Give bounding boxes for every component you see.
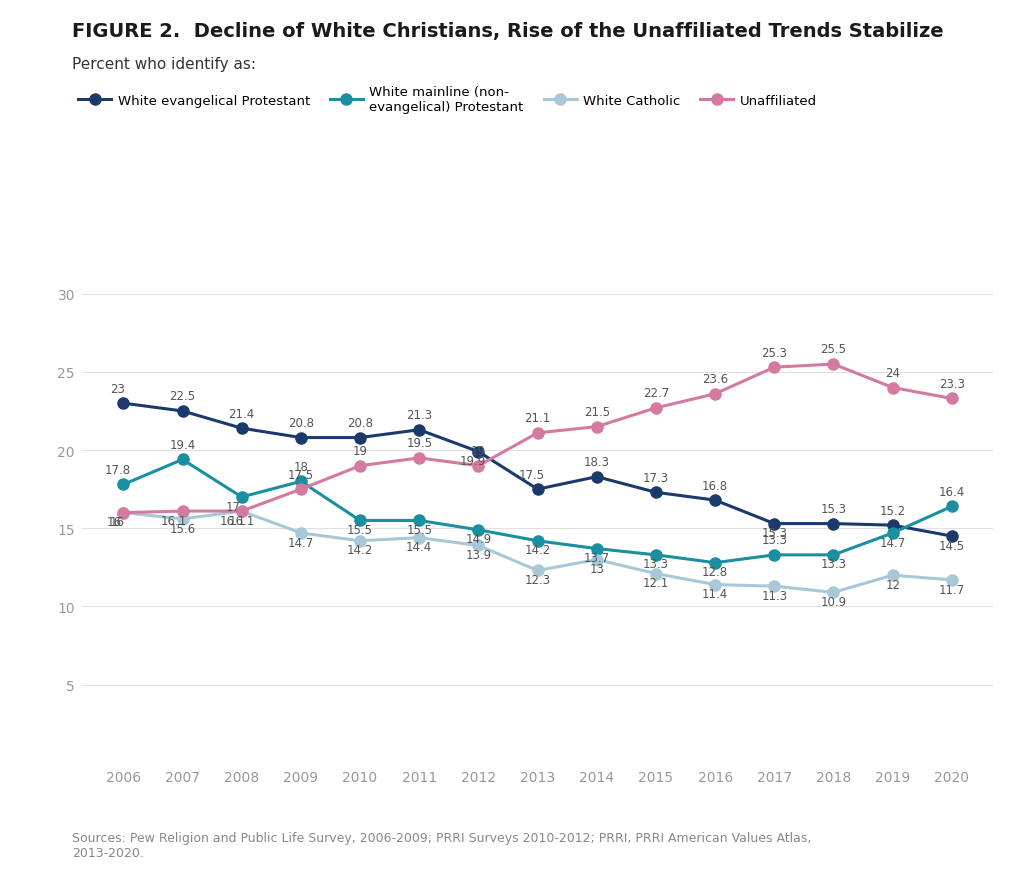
Text: 15.5: 15.5 <box>407 524 432 537</box>
Text: 16.1: 16.1 <box>220 514 246 527</box>
Legend: White evangelical Protestant, White mainline (non-
evangelical) Protestant, Whit: White evangelical Protestant, White main… <box>78 86 817 113</box>
Text: 14.2: 14.2 <box>347 544 373 557</box>
Text: 21.3: 21.3 <box>407 409 432 422</box>
Text: 20.8: 20.8 <box>288 417 314 430</box>
Text: 16.1: 16.1 <box>228 514 255 527</box>
Text: 17.5: 17.5 <box>288 468 314 481</box>
Text: 16: 16 <box>110 516 125 529</box>
Text: 12: 12 <box>885 578 900 591</box>
Text: 14.4: 14.4 <box>407 541 432 553</box>
Text: 23: 23 <box>110 382 125 396</box>
Text: FIGURE 2.  Decline of White Christians, Rise of the Unaffiliated Trends Stabiliz: FIGURE 2. Decline of White Christians, R… <box>72 22 943 41</box>
Text: 19.4: 19.4 <box>169 438 196 452</box>
Text: 11.4: 11.4 <box>702 588 728 601</box>
Text: 15.6: 15.6 <box>169 522 196 535</box>
Text: 21.4: 21.4 <box>228 407 255 420</box>
Text: 18.3: 18.3 <box>584 455 609 468</box>
Text: 25.5: 25.5 <box>820 343 847 356</box>
Text: 17.5: 17.5 <box>518 468 545 481</box>
Text: 14.5: 14.5 <box>939 539 965 553</box>
Text: 23.3: 23.3 <box>939 377 965 390</box>
Text: 22.5: 22.5 <box>169 390 196 403</box>
Text: 12.1: 12.1 <box>643 576 669 589</box>
Text: 17.3: 17.3 <box>643 471 669 484</box>
Text: 13: 13 <box>590 562 604 575</box>
Text: 20.8: 20.8 <box>347 417 373 430</box>
Text: 12.8: 12.8 <box>702 566 728 579</box>
Text: 14.7: 14.7 <box>288 536 314 549</box>
Text: 22.7: 22.7 <box>643 387 669 400</box>
Text: 16.1: 16.1 <box>161 514 186 527</box>
Text: 14.7: 14.7 <box>880 536 906 549</box>
Text: 12.3: 12.3 <box>524 574 551 587</box>
Text: 13.3: 13.3 <box>643 558 669 571</box>
Text: 15.3: 15.3 <box>761 526 787 539</box>
Text: 19: 19 <box>471 445 486 458</box>
Text: Percent who identify as:: Percent who identify as: <box>72 57 256 72</box>
Text: 10.9: 10.9 <box>820 595 847 609</box>
Text: 19.9: 19.9 <box>460 455 485 467</box>
Text: 13.7: 13.7 <box>584 552 610 565</box>
Text: 13.3: 13.3 <box>820 558 847 571</box>
Text: 17.8: 17.8 <box>104 463 130 476</box>
Text: 13.3: 13.3 <box>761 533 787 546</box>
Text: 14.2: 14.2 <box>524 544 551 557</box>
Text: 16.4: 16.4 <box>939 485 965 498</box>
Text: 19.5: 19.5 <box>407 437 432 450</box>
Text: 24: 24 <box>885 367 900 380</box>
Text: 21.1: 21.1 <box>524 412 551 424</box>
Text: 23.6: 23.6 <box>702 373 728 386</box>
Text: 15.3: 15.3 <box>820 503 847 516</box>
Text: 18: 18 <box>294 460 308 474</box>
Text: 16.8: 16.8 <box>702 479 728 492</box>
Text: 11.3: 11.3 <box>761 589 787 602</box>
Text: Sources: Pew Religion and Public Life Survey, 2006-2009; PRRI Surveys 2010-2012;: Sources: Pew Religion and Public Life Su… <box>72 831 811 859</box>
Text: 15.2: 15.2 <box>880 504 906 517</box>
Text: 11.7: 11.7 <box>939 583 965 595</box>
Text: 14.9: 14.9 <box>465 533 492 545</box>
Text: 19: 19 <box>352 445 368 458</box>
Text: 15.5: 15.5 <box>347 524 373 537</box>
Text: 16: 16 <box>106 516 122 529</box>
Text: 21.5: 21.5 <box>584 405 610 418</box>
Text: 17: 17 <box>225 500 241 513</box>
Text: 25.3: 25.3 <box>761 346 787 360</box>
Text: 13.9: 13.9 <box>465 548 492 561</box>
